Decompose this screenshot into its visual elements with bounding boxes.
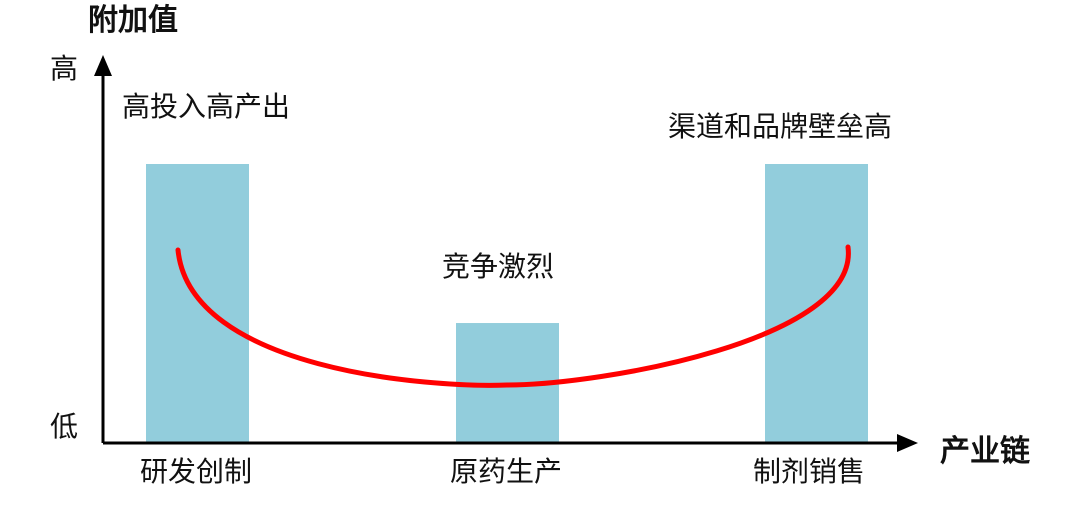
annotation-rnd: 高投入高产出 [122,90,291,123]
bar-rnd [146,164,249,443]
smile-curve [175,244,851,388]
category-label-production: 原药生产 [450,455,563,488]
y-axis-arrow [94,55,112,76]
annotation-sales: 渠道和品牌壁垒高 [668,110,893,143]
x-axis-title: 产业链 [940,434,1030,469]
category-label-rnd: 研发创制 [140,455,253,488]
x-axis-arrow [897,434,918,452]
bars-group [146,164,868,443]
annotation-production: 竞争激烈 [442,250,555,283]
category-label-sales: 制剂销售 [753,455,866,488]
y-axis-high-label: 高 [50,52,79,85]
y-axis-low-label: 低 [50,410,79,443]
y-axis-title: 附加值 [88,3,178,38]
